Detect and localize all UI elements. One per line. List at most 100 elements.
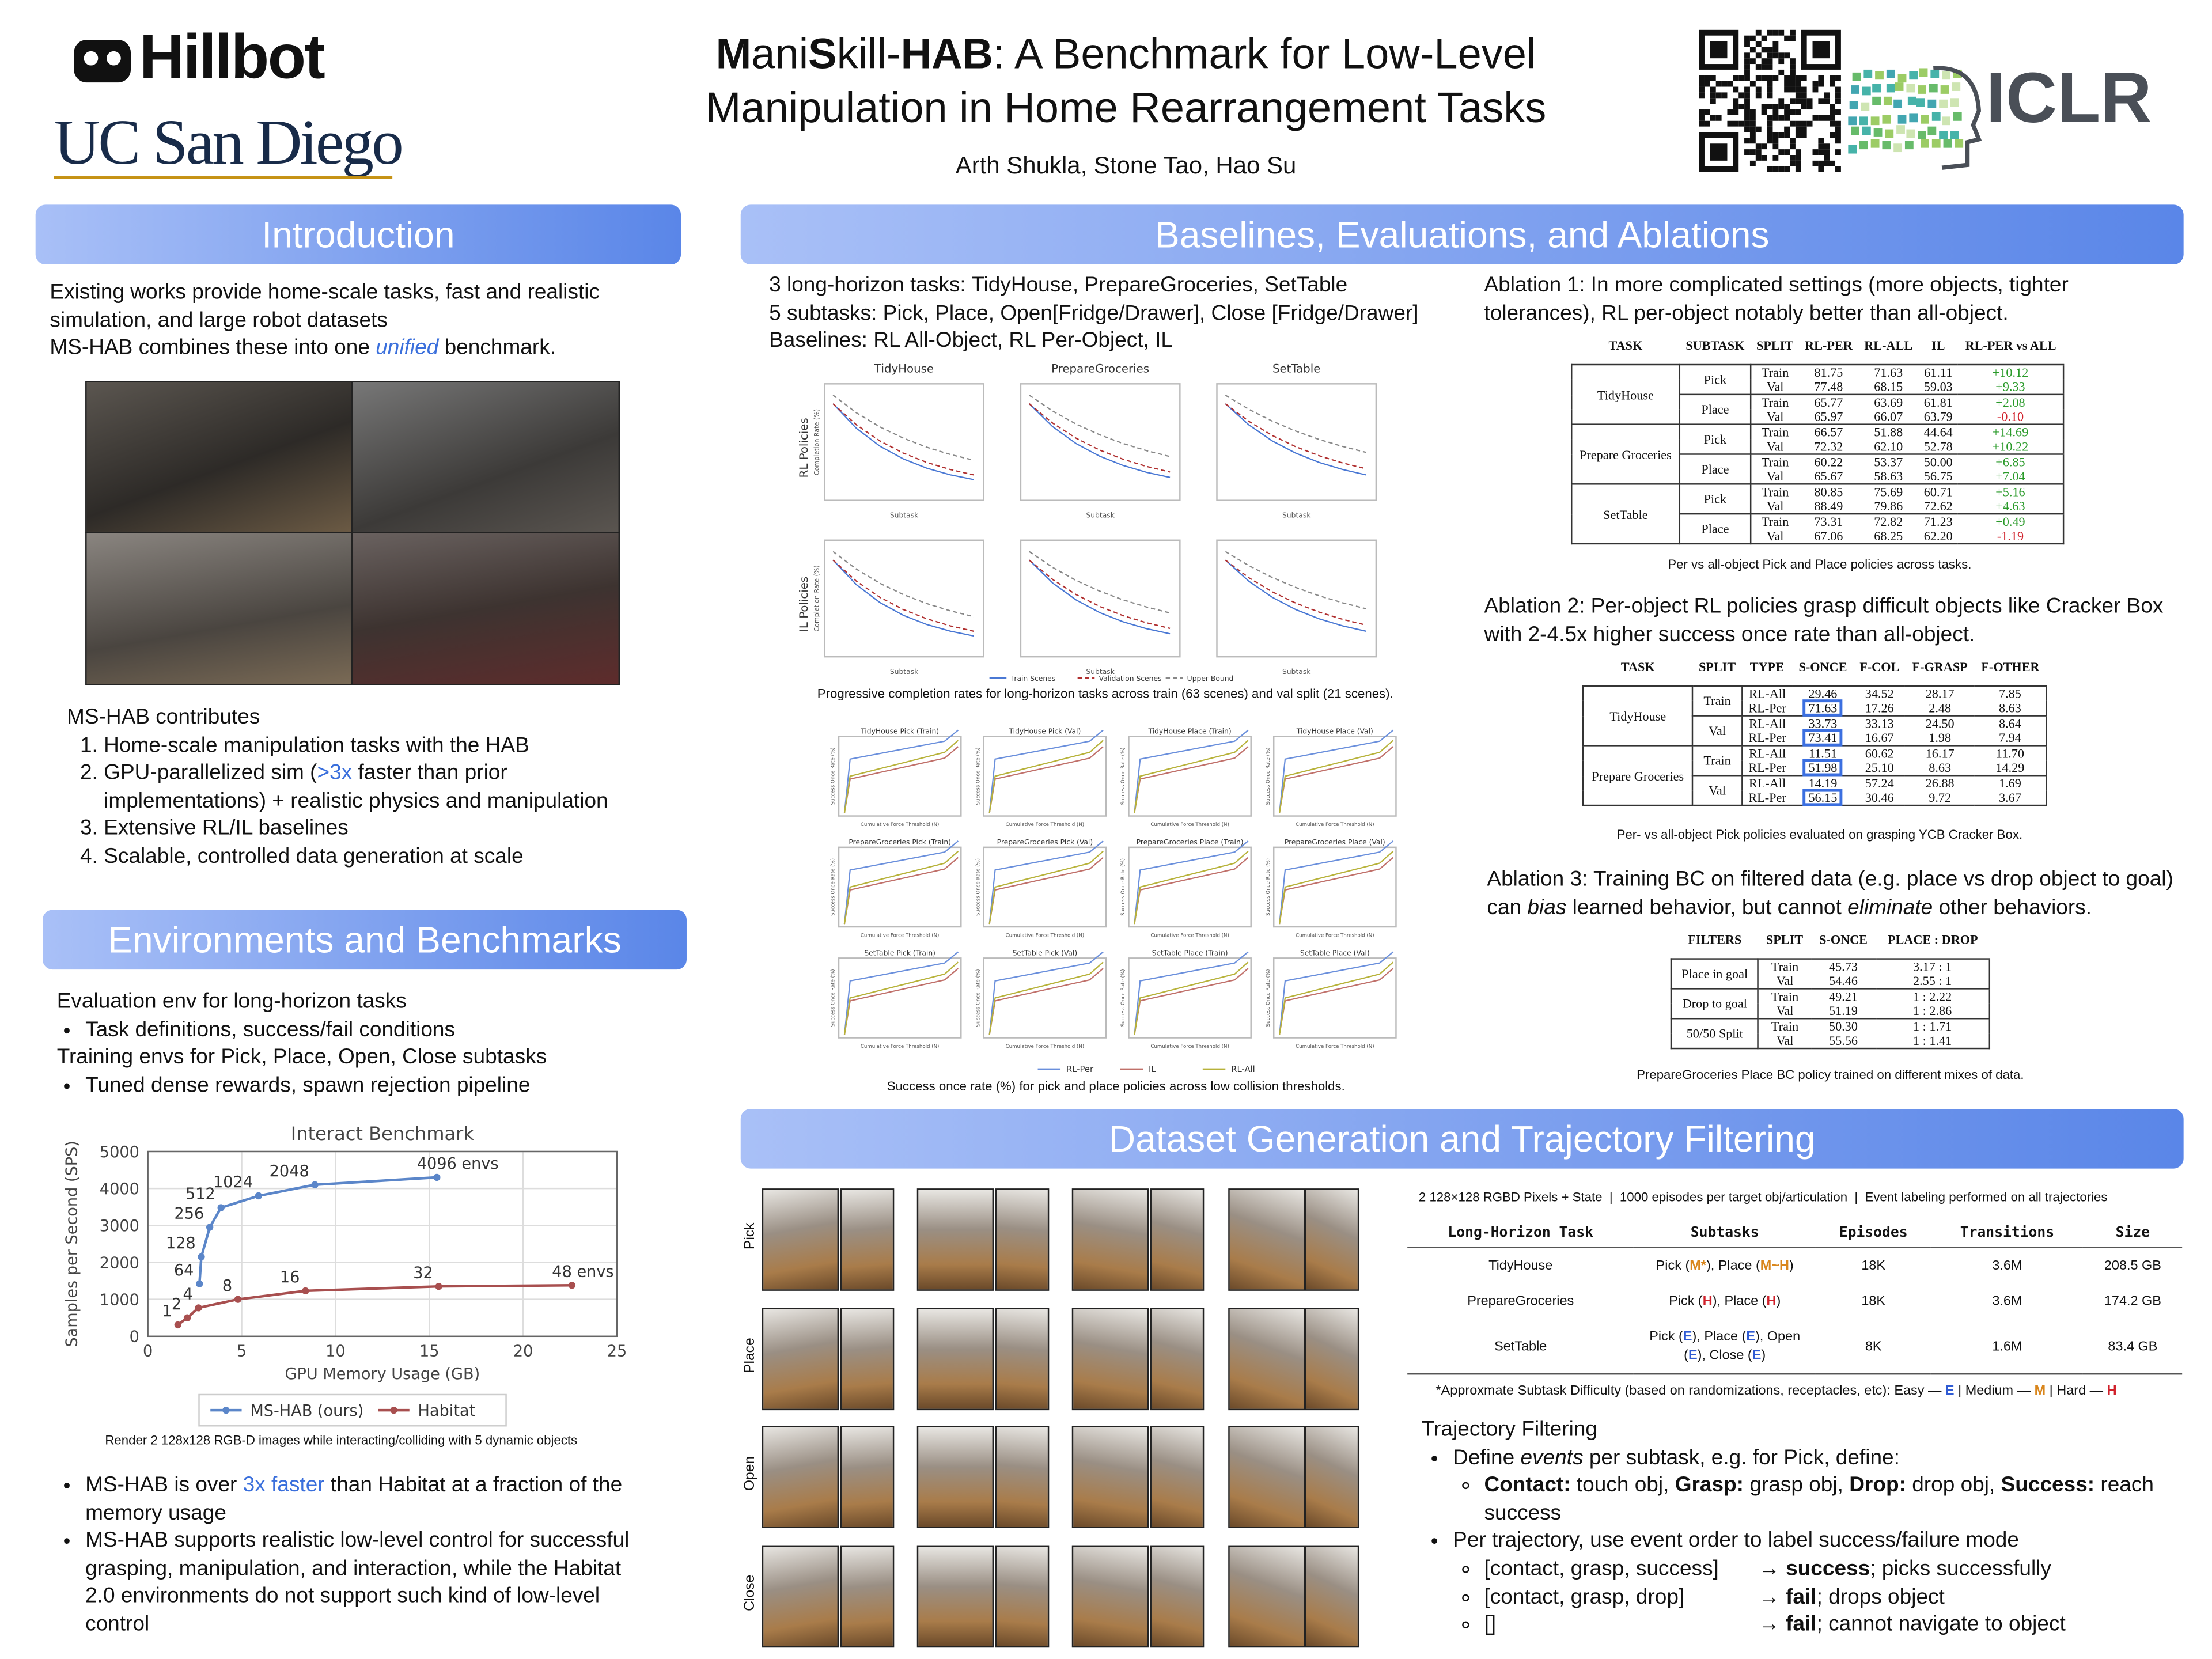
- trajectory-frame: [762, 1544, 839, 1647]
- point-label: 2: [172, 1296, 181, 1313]
- legend-swatch: [222, 1406, 230, 1414]
- table-cell: +14.69: [1958, 423, 2064, 440]
- table-cell: RL-All: [1741, 715, 1793, 731]
- table-cell: 56.75: [1923, 469, 1953, 484]
- qr-cell: [1772, 109, 1779, 115]
- row-label: Place: [743, 1337, 759, 1373]
- trajectory-frame: [762, 1188, 839, 1291]
- row-label: Open: [743, 1456, 759, 1491]
- list-item: Tuned dense rewards, spawn rejection pip…: [85, 1071, 668, 1099]
- table-cell: 7.85: [1974, 685, 2047, 701]
- qr-cell: [1790, 58, 1796, 65]
- point-label: 2048: [270, 1162, 309, 1180]
- panel: [1272, 846, 1397, 928]
- table-cell: 56.15: [1792, 789, 1853, 806]
- group-cell: Place in goal: [1670, 958, 1759, 990]
- trajectory-frame: [917, 1544, 994, 1647]
- table-cell: 1.69: [1974, 775, 2047, 791]
- qr-cell: [1755, 86, 1762, 93]
- qr-cell: [1824, 115, 1830, 121]
- qr-cell: [1744, 86, 1750, 93]
- table-cell: RL-All: [1741, 685, 1793, 701]
- text-span: touch obj,: [1570, 1473, 1675, 1498]
- qr-cell: [1830, 132, 1836, 138]
- qr-cell: [1801, 126, 1807, 132]
- trajectory-frame: [1150, 1544, 1205, 1647]
- table-row: Place Train 60.22 53.37 50.00 +6.85: [1571, 453, 2064, 485]
- text-segment: ), Place (: [1712, 1293, 1767, 1309]
- qr-cell: [1806, 120, 1813, 127]
- panel: [1216, 383, 1377, 501]
- qr-cell: [1772, 132, 1779, 138]
- table-cell: 71.63: [1792, 699, 1853, 717]
- qr-cell: [1790, 35, 1796, 41]
- qr-finder: [1812, 41, 1830, 59]
- iclr-dot: [1897, 115, 1907, 124]
- table-row: PrepareGroceries Pick (H), Place (H) 18K 3.…: [1407, 1283, 2182, 1319]
- legend-label: IL: [1149, 1065, 1156, 1074]
- table-cell: +7.04: [1995, 469, 2025, 484]
- table-cell: 1 : 1.71: [1876, 1018, 1990, 1034]
- qr-cell: [1755, 126, 1762, 132]
- schematic-line: [1134, 857, 1249, 925]
- table-group: TidyHouse Pick Train 81.75 71.63 61.11 +10.12 V…: [1570, 363, 2064, 425]
- table-cell: 71.23: [1918, 513, 1959, 529]
- qr-cell: [1772, 154, 1779, 161]
- schematic-line: [843, 857, 959, 925]
- qr-cell: [1818, 149, 1824, 155]
- schematic-line: [1134, 729, 1249, 813]
- schematic-line: [1278, 740, 1394, 813]
- table-cell: 57.24: [1853, 775, 1906, 791]
- legend-label: Upper Bound: [1187, 675, 1234, 683]
- header-cell: SUBTASK: [1685, 338, 1745, 353]
- iclr-dot: [1862, 86, 1871, 96]
- point-label: 256: [175, 1205, 204, 1223]
- qr-cell: [1795, 81, 1801, 87]
- panel-xlabel: Cumulative Force Threshold (N): [1150, 933, 1229, 938]
- qr-cell: [1818, 98, 1824, 104]
- panel-ylabel: Completion Rate (%): [813, 409, 820, 475]
- data-point: [174, 1321, 181, 1329]
- panel-ylabel: Success Once Rate (%): [1266, 969, 1271, 1027]
- qr-cell: [1784, 75, 1790, 81]
- qr-cell: [1749, 138, 1756, 144]
- table-row: Place Train 65.77 63.69 61.81 +2.08: [1571, 393, 2064, 425]
- qr-cell: [1755, 41, 1762, 47]
- text-span: MS-HAB is over 3x faster than Habitat at…: [57, 1471, 640, 1638]
- table-head: TASK SPLIT TYPE S-ONCE F-COL F-GRASP F-OTHER: [1583, 657, 2047, 686]
- table-row: Val 67.06 68.25 62.20 -1.19: [1571, 529, 2063, 544]
- panel-xlabel: Subtask: [1282, 511, 1311, 519]
- qr-cell: [1812, 86, 1819, 93]
- qr-cell: [1727, 109, 1733, 115]
- table-cell: 68.25: [1874, 529, 1903, 543]
- header-cell: Subtasks: [1634, 1219, 1816, 1248]
- y-tick-label: 5000: [100, 1143, 139, 1161]
- schematic-line: [1134, 840, 1249, 925]
- table-row: TidyHouse Train RL-All 29.46 34.52 28.17 7.85: [1582, 685, 2047, 747]
- table-cell: 1 : 2.22: [1876, 988, 1990, 1004]
- data-point: [433, 1173, 441, 1181]
- outcome-note: ; picks successfully: [1870, 1556, 2051, 1581]
- text-span: Training envs for Pick, Place, Open, Clo…: [56, 1045, 547, 1070]
- schematic-line: [832, 395, 974, 461]
- group-cell: Place: [1679, 513, 1752, 545]
- table-row: Val 72.32 62.10 52.78 +10.22: [1571, 440, 2063, 454]
- table-cell: 60.71: [1918, 483, 1959, 499]
- text-span: grasp obj,: [1744, 1473, 1850, 1498]
- qr-cell: [1790, 120, 1796, 127]
- y-tick-label: 4000: [100, 1180, 139, 1198]
- ablation-text: Ablation 2: Per-object RL policies grasp…: [1484, 594, 2164, 646]
- table-cell: 8K: [1816, 1319, 1931, 1375]
- table-cell: 66.07: [1874, 409, 1903, 424]
- iclr-dot: [1907, 96, 1916, 105]
- table-cell: Train: [1751, 513, 1799, 529]
- qr-cell: [1699, 75, 1705, 81]
- qr-cell: [1767, 126, 1773, 132]
- qr-cell: [1790, 143, 1796, 150]
- qr-cell: [1795, 166, 1801, 172]
- table-row: Prepare Groceries Pick Train 66.57 51.88 44.6…: [1570, 423, 2064, 485]
- group-cell: Pick: [1679, 423, 1752, 455]
- panel-title: SetTable Place (Val): [1300, 949, 1370, 957]
- table-cell: Val: [1766, 439, 1784, 454]
- text-segment: *Approxmate Subtask Difficulty (based on…: [1435, 1383, 1945, 1399]
